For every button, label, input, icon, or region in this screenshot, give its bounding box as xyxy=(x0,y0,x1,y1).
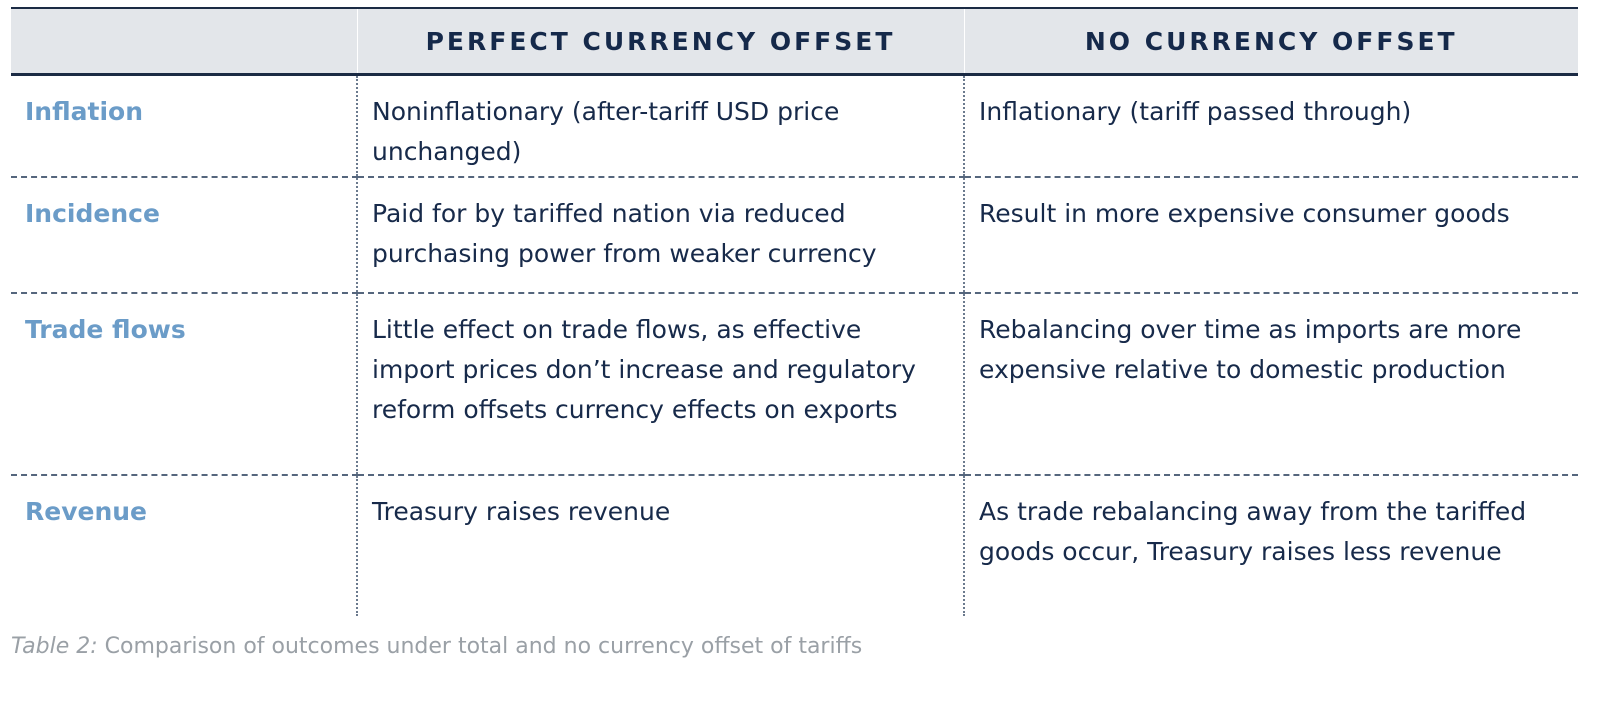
row-label-trade-flows: Trade flows xyxy=(11,292,357,475)
table-row: Trade flows Little effect on trade flows… xyxy=(11,292,1578,475)
row-label-incidence: Incidence xyxy=(11,176,357,293)
caption-text: Comparison of outcomes under total and n… xyxy=(97,634,863,659)
caption-label: Table 2: xyxy=(11,634,98,659)
cell-perfect-offset: Paid for by tariffed nation via reduced … xyxy=(356,176,964,293)
header-empty xyxy=(11,7,357,76)
header-row: PERFECT CURRENCY OFFSET NO CURRENCY OFFS… xyxy=(11,7,1578,76)
comparison-table-container: PERFECT CURRENCY OFFSET NO CURRENCY OFFS… xyxy=(11,7,1578,659)
cell-perfect-offset: Noninflationary (after-tariff USD price … xyxy=(356,74,964,177)
table-row: Revenue Treasury raises revenue As trade… xyxy=(11,474,1578,616)
cell-no-offset: Inflationary (tariff passed through) xyxy=(963,74,1578,177)
header-perfect-currency-offset: PERFECT CURRENCY OFFSET xyxy=(356,7,964,76)
table-row: Inflation Noninflationary (after-tariff … xyxy=(11,74,1578,177)
cell-no-offset: Result in more expensive consumer goods xyxy=(963,176,1578,293)
table-row: Incidence Paid for by tariffed nation vi… xyxy=(11,176,1578,293)
header-no-currency-offset: NO CURRENCY OFFSET xyxy=(963,7,1578,76)
row-label-revenue: Revenue xyxy=(11,474,357,616)
comparison-table: PERFECT CURRENCY OFFSET NO CURRENCY OFFS… xyxy=(11,7,1578,616)
cell-no-offset: As trade rebalancing away from the tarif… xyxy=(963,474,1578,616)
cell-no-offset: Rebalancing over time as imports are mor… xyxy=(963,292,1578,475)
table-caption: Table 2: Comparison of outcomes under to… xyxy=(11,634,1578,659)
cell-perfect-offset: Treasury raises revenue xyxy=(356,474,964,616)
cell-perfect-offset: Little effect on trade flows, as effecti… xyxy=(356,292,964,475)
row-label-inflation: Inflation xyxy=(25,97,143,126)
